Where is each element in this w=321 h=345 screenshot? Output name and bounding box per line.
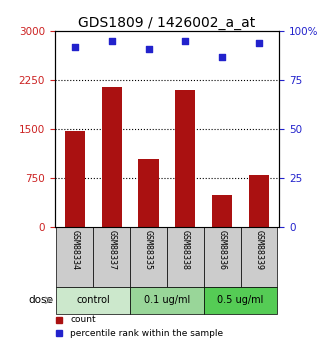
Point — [72, 44, 77, 50]
Text: GSM88339: GSM88339 — [255, 230, 264, 270]
Text: count: count — [70, 315, 96, 324]
Text: control: control — [76, 295, 110, 305]
Bar — [175, 90, 195, 227]
Bar — [167, 227, 204, 287]
Bar — [212, 195, 232, 227]
Bar — [101, 87, 122, 227]
Point — [183, 38, 188, 43]
Point — [109, 38, 114, 43]
Bar — [56, 287, 130, 314]
Bar — [130, 227, 167, 287]
Text: 0.1 ug/ml: 0.1 ug/ml — [144, 295, 190, 305]
Bar — [56, 227, 93, 287]
Bar — [130, 287, 204, 314]
Bar — [93, 227, 130, 287]
Bar — [204, 227, 241, 287]
Text: 0.5 ug/ml: 0.5 ug/ml — [217, 295, 264, 305]
Text: percentile rank within the sample: percentile rank within the sample — [70, 329, 223, 338]
Point — [146, 46, 151, 51]
Text: GSM88335: GSM88335 — [144, 230, 153, 270]
Bar — [241, 227, 277, 287]
Text: GSM88336: GSM88336 — [218, 230, 227, 270]
Bar — [138, 159, 159, 227]
Text: dose: dose — [29, 295, 54, 305]
Point — [256, 40, 262, 46]
Text: GSM88338: GSM88338 — [181, 230, 190, 270]
Bar — [249, 175, 269, 227]
Bar — [65, 130, 85, 227]
Bar — [204, 287, 277, 314]
Text: GSM88334: GSM88334 — [70, 230, 79, 270]
Point — [220, 54, 225, 59]
Text: GSM88337: GSM88337 — [107, 230, 116, 270]
Title: GDS1809 / 1426002_a_at: GDS1809 / 1426002_a_at — [78, 16, 256, 30]
